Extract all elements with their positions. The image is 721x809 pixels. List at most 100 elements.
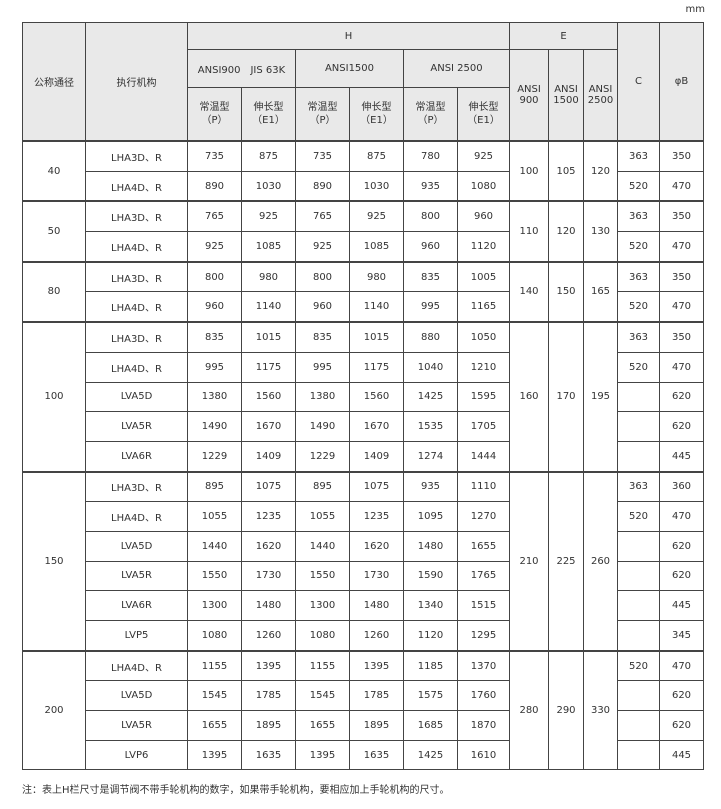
h-value-cell: 925 [349,200,404,233]
h-value-cell: 1685 [403,710,458,741]
h-value-cell: 895 [187,470,242,503]
b-value-cell: 350 [659,260,704,293]
h-value-cell: 1015 [241,321,296,353]
h-value-cell: 1165 [457,291,510,323]
e-value-cell: 225 [548,470,584,652]
h-value-cell: 765 [187,200,242,233]
table-row: LHA4D、R 925 1085 925 1085 960 1120 520 470 [23,231,704,263]
h-value-cell: 980 [349,260,404,293]
h-value-cell: 735 [295,139,350,172]
actuator-cell: LVA6R [85,440,188,473]
h-value-cell: 1620 [241,530,296,562]
actuator-cell: LHA3D、R [85,321,188,353]
h-value-cell: 800 [295,260,350,293]
e-value-cell: 120 [548,200,584,263]
h-value-cell: 1560 [241,381,296,413]
h-value-cell: 1550 [295,560,350,592]
table-row: 200 LHA4D、R 1155 1395 1155 1395 1185 1370 280 290… [22,649,704,771]
h-value-cell: 1229 [295,440,350,473]
table-row: LVP6 1395 1635 1395 1635 1425 1610 445 [23,739,704,771]
h-value-cell: 1655 [295,710,350,741]
header-h-class: ANSI 2500 [403,49,510,88]
table-row: 40 LHA3D、R 735 875 735 875 780 925 100 105 120 363 3… [22,139,704,202]
h-value-cell: 1340 [403,590,458,621]
header-e: E [509,22,618,50]
table-row: LHA4D、R 995 1175 995 1175 1040 1210 520 470 [23,351,704,383]
h-value-cell: 1535 [403,411,458,442]
h-value-cell: 780 [403,139,458,172]
table-row: LVA6R 1229 1409 1229 1409 1274 1444 445 [23,440,704,473]
b-value-cell: 470 [659,291,704,323]
h-value-cell: 1370 [457,649,510,682]
h-value-cell: 925 [241,200,296,233]
b-value-cell: 445 [659,440,704,473]
b-value-cell: 345 [659,619,704,652]
header-b: φB [659,22,704,142]
header-e-class: ANSI 900 [509,49,549,142]
h-value-cell: 1590 [403,560,458,592]
h-value-cell: 1175 [241,351,296,383]
h-value-cell: 1490 [295,411,350,442]
nominal-diameter-cell: 40 [22,139,86,202]
h-value-cell: 1300 [295,590,350,621]
h-value-cell: 1635 [241,739,296,771]
c-value-cell [617,440,660,473]
actuator-cell: LHA3D、R [85,260,188,293]
actuator-cell: LHA4D、R [85,501,188,532]
c-value-cell [617,710,660,741]
h-value-cell: 995 [187,351,242,383]
table-row: LVA5D 1545 1785 1545 1785 1575 1760 620 [23,680,704,712]
actuator-cell: LVA6R [85,590,188,621]
h-value-cell: 1395 [187,739,242,771]
header-h-class: ANSI900 JIS 63K [187,49,296,88]
e-value-cell: 280 [509,649,549,771]
e-value-cell: 130 [583,200,618,263]
h-value-cell: 1760 [457,680,510,712]
h-value-cell: 935 [403,170,458,202]
b-value-cell: 350 [659,200,704,233]
h-value-cell: 1140 [241,291,296,323]
table-row: LVA5R 1550 1730 1550 1730 1590 1765 620 [23,560,704,592]
nominal-diameter-cell: 80 [22,260,86,323]
h-value-cell: 1620 [349,530,404,562]
b-value-cell: 470 [659,649,704,682]
h-value-cell: 1155 [187,649,242,682]
actuator-cell: LHA3D、R [85,200,188,233]
h-value-cell: 1610 [457,739,510,771]
b-value-cell: 445 [659,590,704,621]
header-actuator: 执行机构 [85,22,188,142]
header-dn: 公称通径 [22,22,86,142]
actuator-cell: LHA3D、R [85,470,188,503]
header-h-class: ANSI1500 [295,49,404,88]
actuator-cell: LVA5R [85,560,188,592]
b-value-cell: 445 [659,739,704,771]
e-value-cell: 195 [583,321,618,473]
nominal-diameter-cell: 50 [22,200,86,263]
h-value-cell: 1175 [349,351,404,383]
h-value-cell: 1015 [349,321,404,353]
c-value-cell [617,411,660,442]
c-value-cell: 520 [617,231,660,263]
h-value-cell: 960 [403,231,458,263]
h-value-cell: 1440 [187,530,242,562]
h-value-cell: 1380 [295,381,350,413]
h-value-cell: 1274 [403,440,458,473]
h-value-cell: 1229 [187,440,242,473]
h-value-cell: 1185 [403,649,458,682]
h-value-cell: 1409 [349,440,404,473]
h-value-cell: 1085 [349,231,404,263]
b-value-cell: 350 [659,321,704,353]
header-sub-type: 伸长型 （E1） [241,87,296,142]
e-value-cell: 100 [509,139,549,202]
h-value-cell: 1425 [403,381,458,413]
c-value-cell [617,530,660,562]
h-value-cell: 880 [403,321,458,353]
actuator-cell: LVA5D [85,680,188,712]
e-value-cell: 120 [583,139,618,202]
header-sub-type: 伸长型 （E1） [457,87,510,142]
h-value-cell: 1055 [187,501,242,532]
h-value-cell: 1050 [457,321,510,353]
footnote: 注：表上H栏尺寸是调节阀不带手轮机构的数字，如果带手轮机构，要相应加上手轮机构的… [22,785,450,796]
h-value-cell: 800 [187,260,242,293]
h-value-cell: 1765 [457,560,510,592]
